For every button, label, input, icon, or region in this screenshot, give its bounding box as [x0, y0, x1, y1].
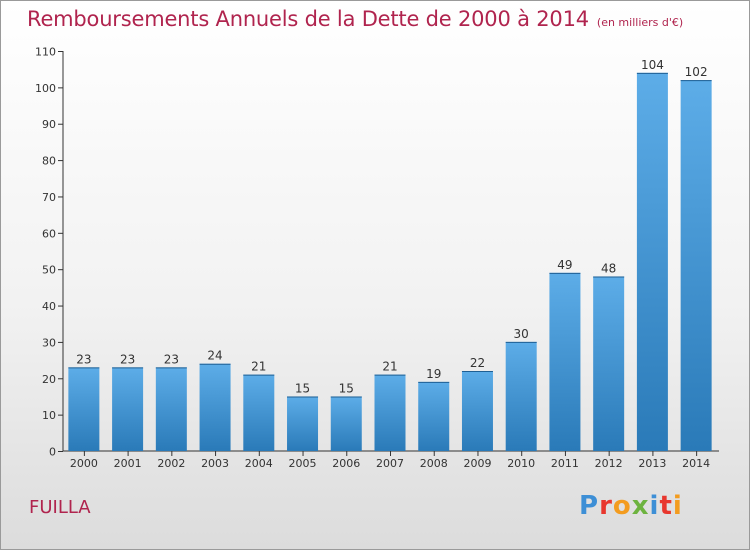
bar-2008 — [418, 381, 450, 451]
data-label: 30 — [514, 327, 529, 341]
axes: 0 10 20 30 40 50 60 70 80 90 100 110 2000 2001 2002 200… — [35, 46, 719, 470]
bar-2006 — [330, 396, 362, 451]
y-tick-label: 70 — [42, 191, 56, 204]
x-tick-label: 2004 — [245, 457, 273, 470]
y-tick-label: 90 — [42, 118, 56, 131]
bar-2007 — [374, 374, 406, 451]
bar-2000 — [68, 367, 100, 451]
bar-2001 — [112, 367, 144, 451]
x-tick-label: 2006 — [332, 457, 360, 470]
data-label: 15 — [295, 381, 310, 395]
data-label: 19 — [426, 367, 441, 381]
x-tick-label: 2007 — [376, 457, 404, 470]
x-tick-label: 2013 — [638, 457, 666, 470]
y-tick-label: 110 — [35, 46, 56, 59]
bars: 23 23 23 24 21 15 15 21 19 22 30 49 48 104 102 — [68, 58, 712, 452]
proxiti-logo: Proxiti — [579, 491, 683, 521]
data-label: 102 — [685, 65, 708, 79]
x-tick-label: 2014 — [682, 457, 710, 470]
y-tick-label: 10 — [42, 409, 56, 422]
commune-name: FUILLA — [29, 497, 91, 518]
data-label: 49 — [557, 258, 572, 272]
x-tick-label: 2008 — [420, 457, 448, 470]
bar-2010 — [505, 341, 537, 451]
data-label: 24 — [207, 349, 222, 363]
y-tick-label: 100 — [35, 82, 56, 95]
data-label: 21 — [251, 360, 266, 374]
logo-letter: x — [631, 491, 650, 521]
x-tick-label: 2005 — [289, 457, 317, 470]
bar-2002 — [155, 367, 187, 451]
logo-letter: o — [612, 491, 632, 521]
y-tick-label: 20 — [42, 373, 56, 386]
data-label: 104 — [641, 58, 664, 72]
x-tick-label: 2003 — [201, 457, 229, 470]
y-tick-label: 60 — [42, 227, 56, 240]
y-tick-label: 50 — [42, 264, 56, 277]
logo-letter: P — [579, 491, 600, 521]
logo-letter: i — [672, 491, 683, 521]
x-tick-label: 2002 — [157, 457, 185, 470]
logo-letter: i — [649, 491, 660, 521]
data-label: 23 — [164, 352, 179, 366]
bar-2004 — [243, 374, 275, 451]
chart-title: Remboursements Annuels de la Dette de 20… — [27, 7, 589, 31]
data-label: 22 — [470, 356, 485, 370]
data-label: 23 — [120, 352, 135, 366]
bar-2013 — [636, 72, 668, 452]
data-label: 21 — [382, 360, 397, 374]
x-tick-label: 2001 — [114, 457, 142, 470]
bar-2005 — [287, 396, 319, 451]
title-row: Remboursements Annuels de la Dette de 20… — [27, 7, 683, 31]
logo-letter: r — [599, 491, 613, 521]
data-label: 15 — [339, 381, 354, 395]
y-tick-label: 30 — [42, 336, 56, 349]
logo-letter: t — [659, 491, 673, 521]
x-tick-label: 2011 — [551, 457, 579, 470]
data-label: 23 — [76, 352, 91, 366]
bar-2009 — [461, 371, 493, 451]
y-tick-label: 40 — [42, 300, 56, 313]
bar-2014 — [680, 80, 712, 451]
data-label: 48 — [601, 261, 616, 275]
x-tick-label: 2009 — [463, 457, 491, 470]
bar-2012 — [593, 276, 625, 451]
y-tick-label: 0 — [49, 446, 56, 459]
chart-subtitle: (en milliers d'€) — [596, 16, 684, 29]
x-tick-label: 2012 — [595, 457, 623, 470]
x-tick-label: 2010 — [507, 457, 535, 470]
y-tick-label: 80 — [42, 155, 56, 168]
bar-2003 — [199, 363, 231, 451]
x-tick-label: 2000 — [70, 457, 98, 470]
bar-2011 — [549, 272, 581, 451]
